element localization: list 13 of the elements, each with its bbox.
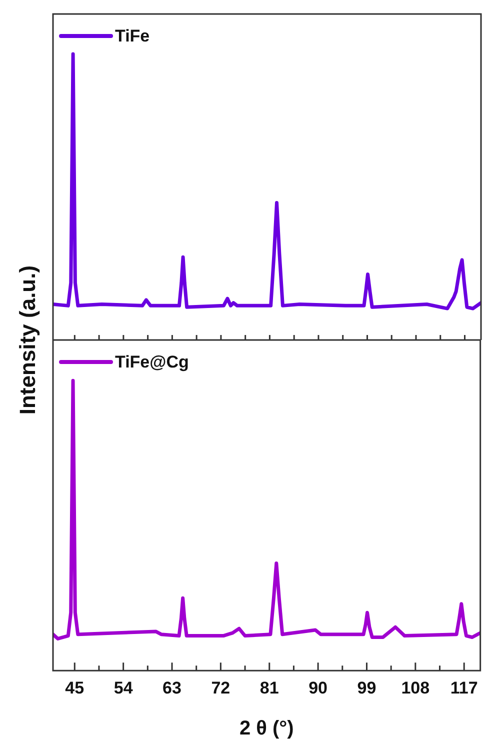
x-tick-label: 117 xyxy=(450,678,478,698)
x-tick-label: 90 xyxy=(308,678,328,698)
x-tick-label: 54 xyxy=(114,678,134,698)
x-tick-label: 72 xyxy=(211,678,230,698)
y-axis-title: Intensity (a.u.) xyxy=(15,265,41,415)
x-axis-title: 2 θ (°) xyxy=(239,718,294,740)
x-tick-label: 99 xyxy=(357,678,376,698)
x-tick-label: 81 xyxy=(260,678,279,698)
legend-label: TiFe@Cg xyxy=(115,352,189,372)
legend-label: TiFe xyxy=(115,26,150,46)
x-tick-label: 63 xyxy=(162,678,182,698)
x-tick-label: 45 xyxy=(65,678,84,698)
x-tick-label: 108 xyxy=(401,678,430,698)
